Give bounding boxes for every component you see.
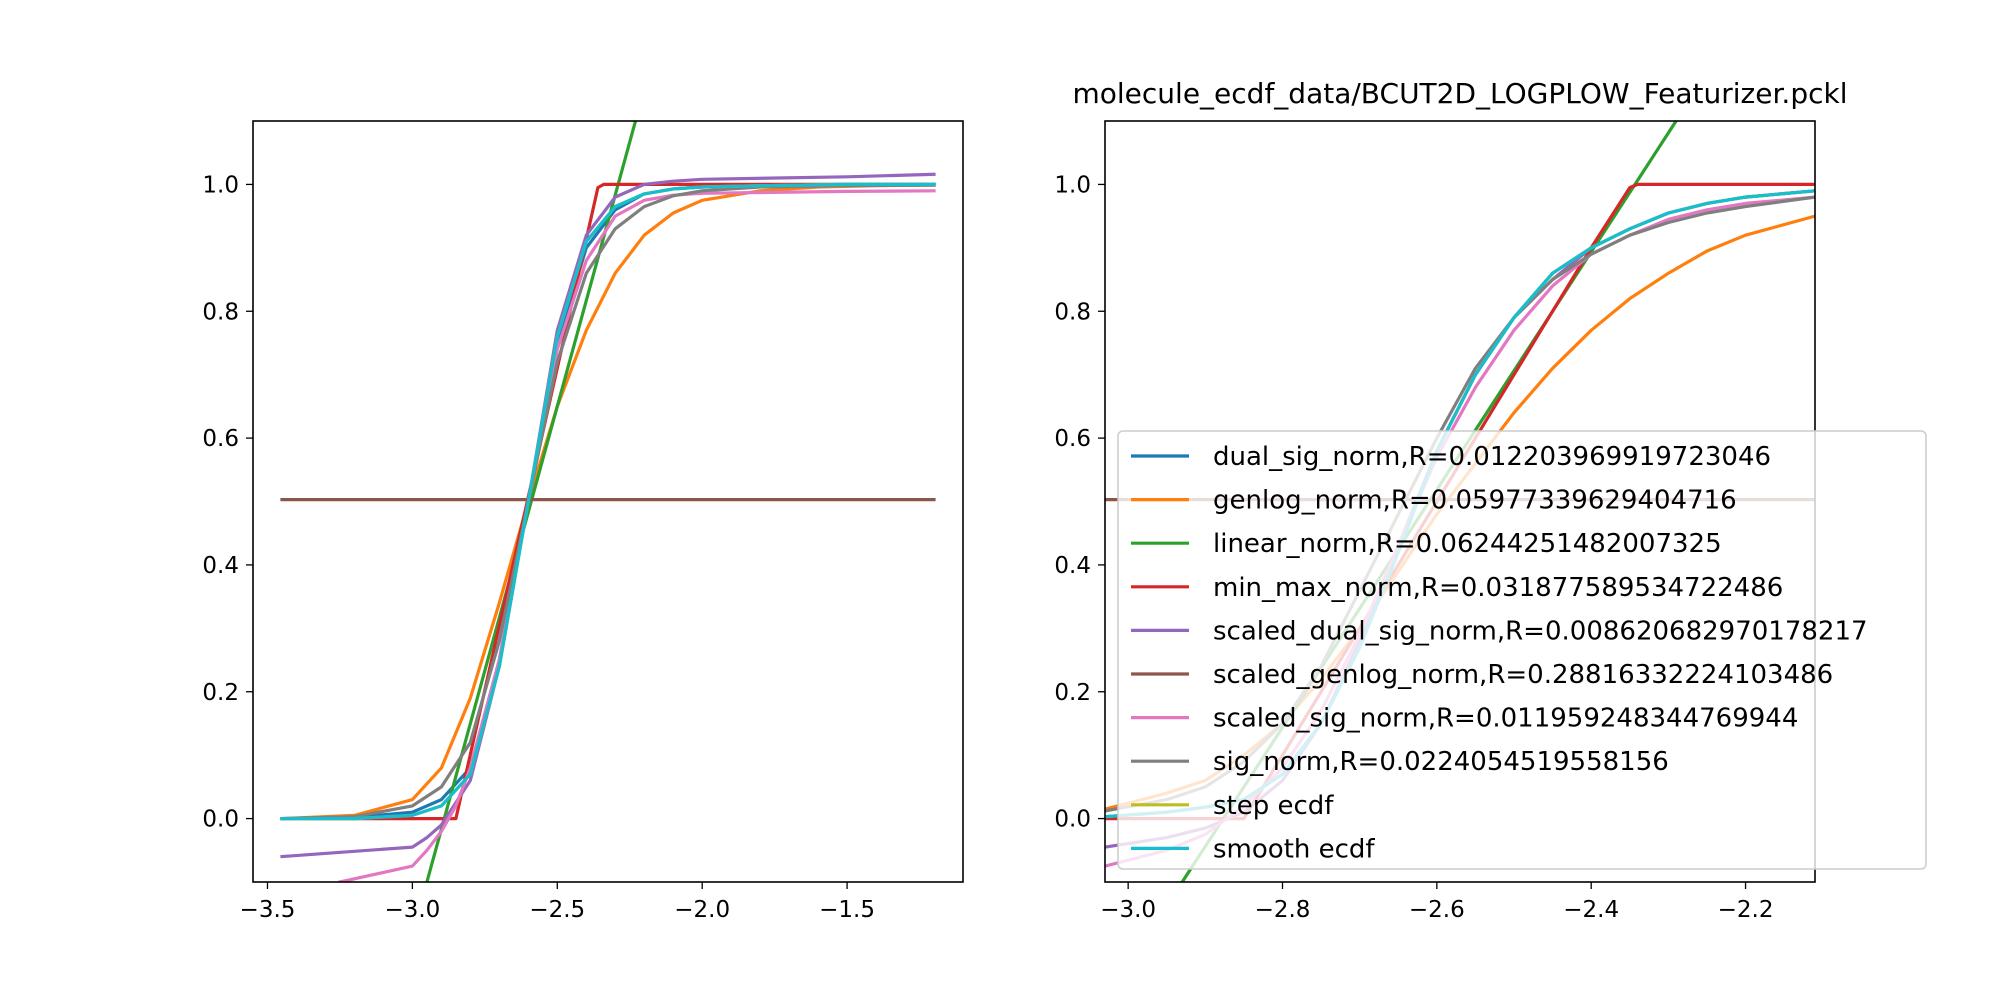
x-tick-label: −2.4 xyxy=(1563,897,1619,923)
series-line-4 xyxy=(280,172,936,859)
y-tick-label: 0.0 xyxy=(202,807,239,833)
x-tick-label: −3.0 xyxy=(384,897,440,923)
legend-label: step ecdf xyxy=(1213,791,1334,821)
series-line-1 xyxy=(280,183,936,821)
legend: dual_sig_norm,R=0.012203969919723046genl… xyxy=(1117,430,1927,870)
y-tick-label: 0.0 xyxy=(1054,807,1091,833)
y-tick-label: 1.0 xyxy=(202,172,239,198)
series-line-7 xyxy=(280,183,936,821)
legend-label: min_max_norm,R=0.031877589534722486 xyxy=(1213,573,1783,603)
y-tick-label: 0.4 xyxy=(202,553,239,579)
y-tick-label: 1.0 xyxy=(1054,172,1091,198)
y-tick-label: 0.6 xyxy=(202,426,239,452)
legend-label: scaled_dual_sig_norm,R=0.008620682970178… xyxy=(1213,616,1868,646)
chart-title: molecule_ecdf_data/BCUT2D_LOGPLOW_Featur… xyxy=(1072,77,1847,110)
legend-label: dual_sig_norm,R=0.012203969919723046 xyxy=(1213,442,1771,472)
legend-label: genlog_norm,R=0.05977339629404716 xyxy=(1213,486,1737,516)
axes-frame xyxy=(252,120,964,883)
x-tick-label: −1.5 xyxy=(819,897,875,923)
legend-label: linear_norm,R=0.06244251482007325 xyxy=(1213,529,1722,559)
y-tick-label: 0.6 xyxy=(1054,426,1091,452)
x-tick-label: −2.8 xyxy=(1255,897,1311,923)
series-line-3 xyxy=(280,182,936,821)
y-tick-label: 0.8 xyxy=(1054,299,1091,325)
y-tick-label: 0.4 xyxy=(1054,553,1091,579)
x-tick-label: −2.2 xyxy=(1718,897,1774,923)
series-line-9 xyxy=(280,182,936,821)
y-tick-label: 0.2 xyxy=(202,680,239,706)
x-tick-label: −3.5 xyxy=(240,897,296,923)
x-tick-label: −3.0 xyxy=(1100,897,1156,923)
x-tick-label: −2.5 xyxy=(529,897,585,923)
x-tick-label: −2.6 xyxy=(1409,897,1465,923)
y-tick-label: 0.2 xyxy=(1054,680,1091,706)
plot-lines xyxy=(280,121,936,882)
legend-box xyxy=(1117,430,1927,870)
left-axes: −3.5 −3.0 −2.5 −2.0 −1.5 0.0 0.2 0.4 0.6 0.8 1.0 xyxy=(202,120,964,923)
legend-label: smooth ecdf xyxy=(1213,834,1375,864)
x-tick-label: −2.0 xyxy=(674,897,730,923)
y-tick-label: 0.8 xyxy=(202,299,239,325)
legend-label: scaled_sig_norm,R=0.011959248344769944 xyxy=(1213,704,1798,734)
legend-label: sig_norm,R=0.0224054519558156 xyxy=(1213,747,1669,777)
legend-label: scaled_genlog_norm,R=0.28816332224103486 xyxy=(1213,660,1833,690)
